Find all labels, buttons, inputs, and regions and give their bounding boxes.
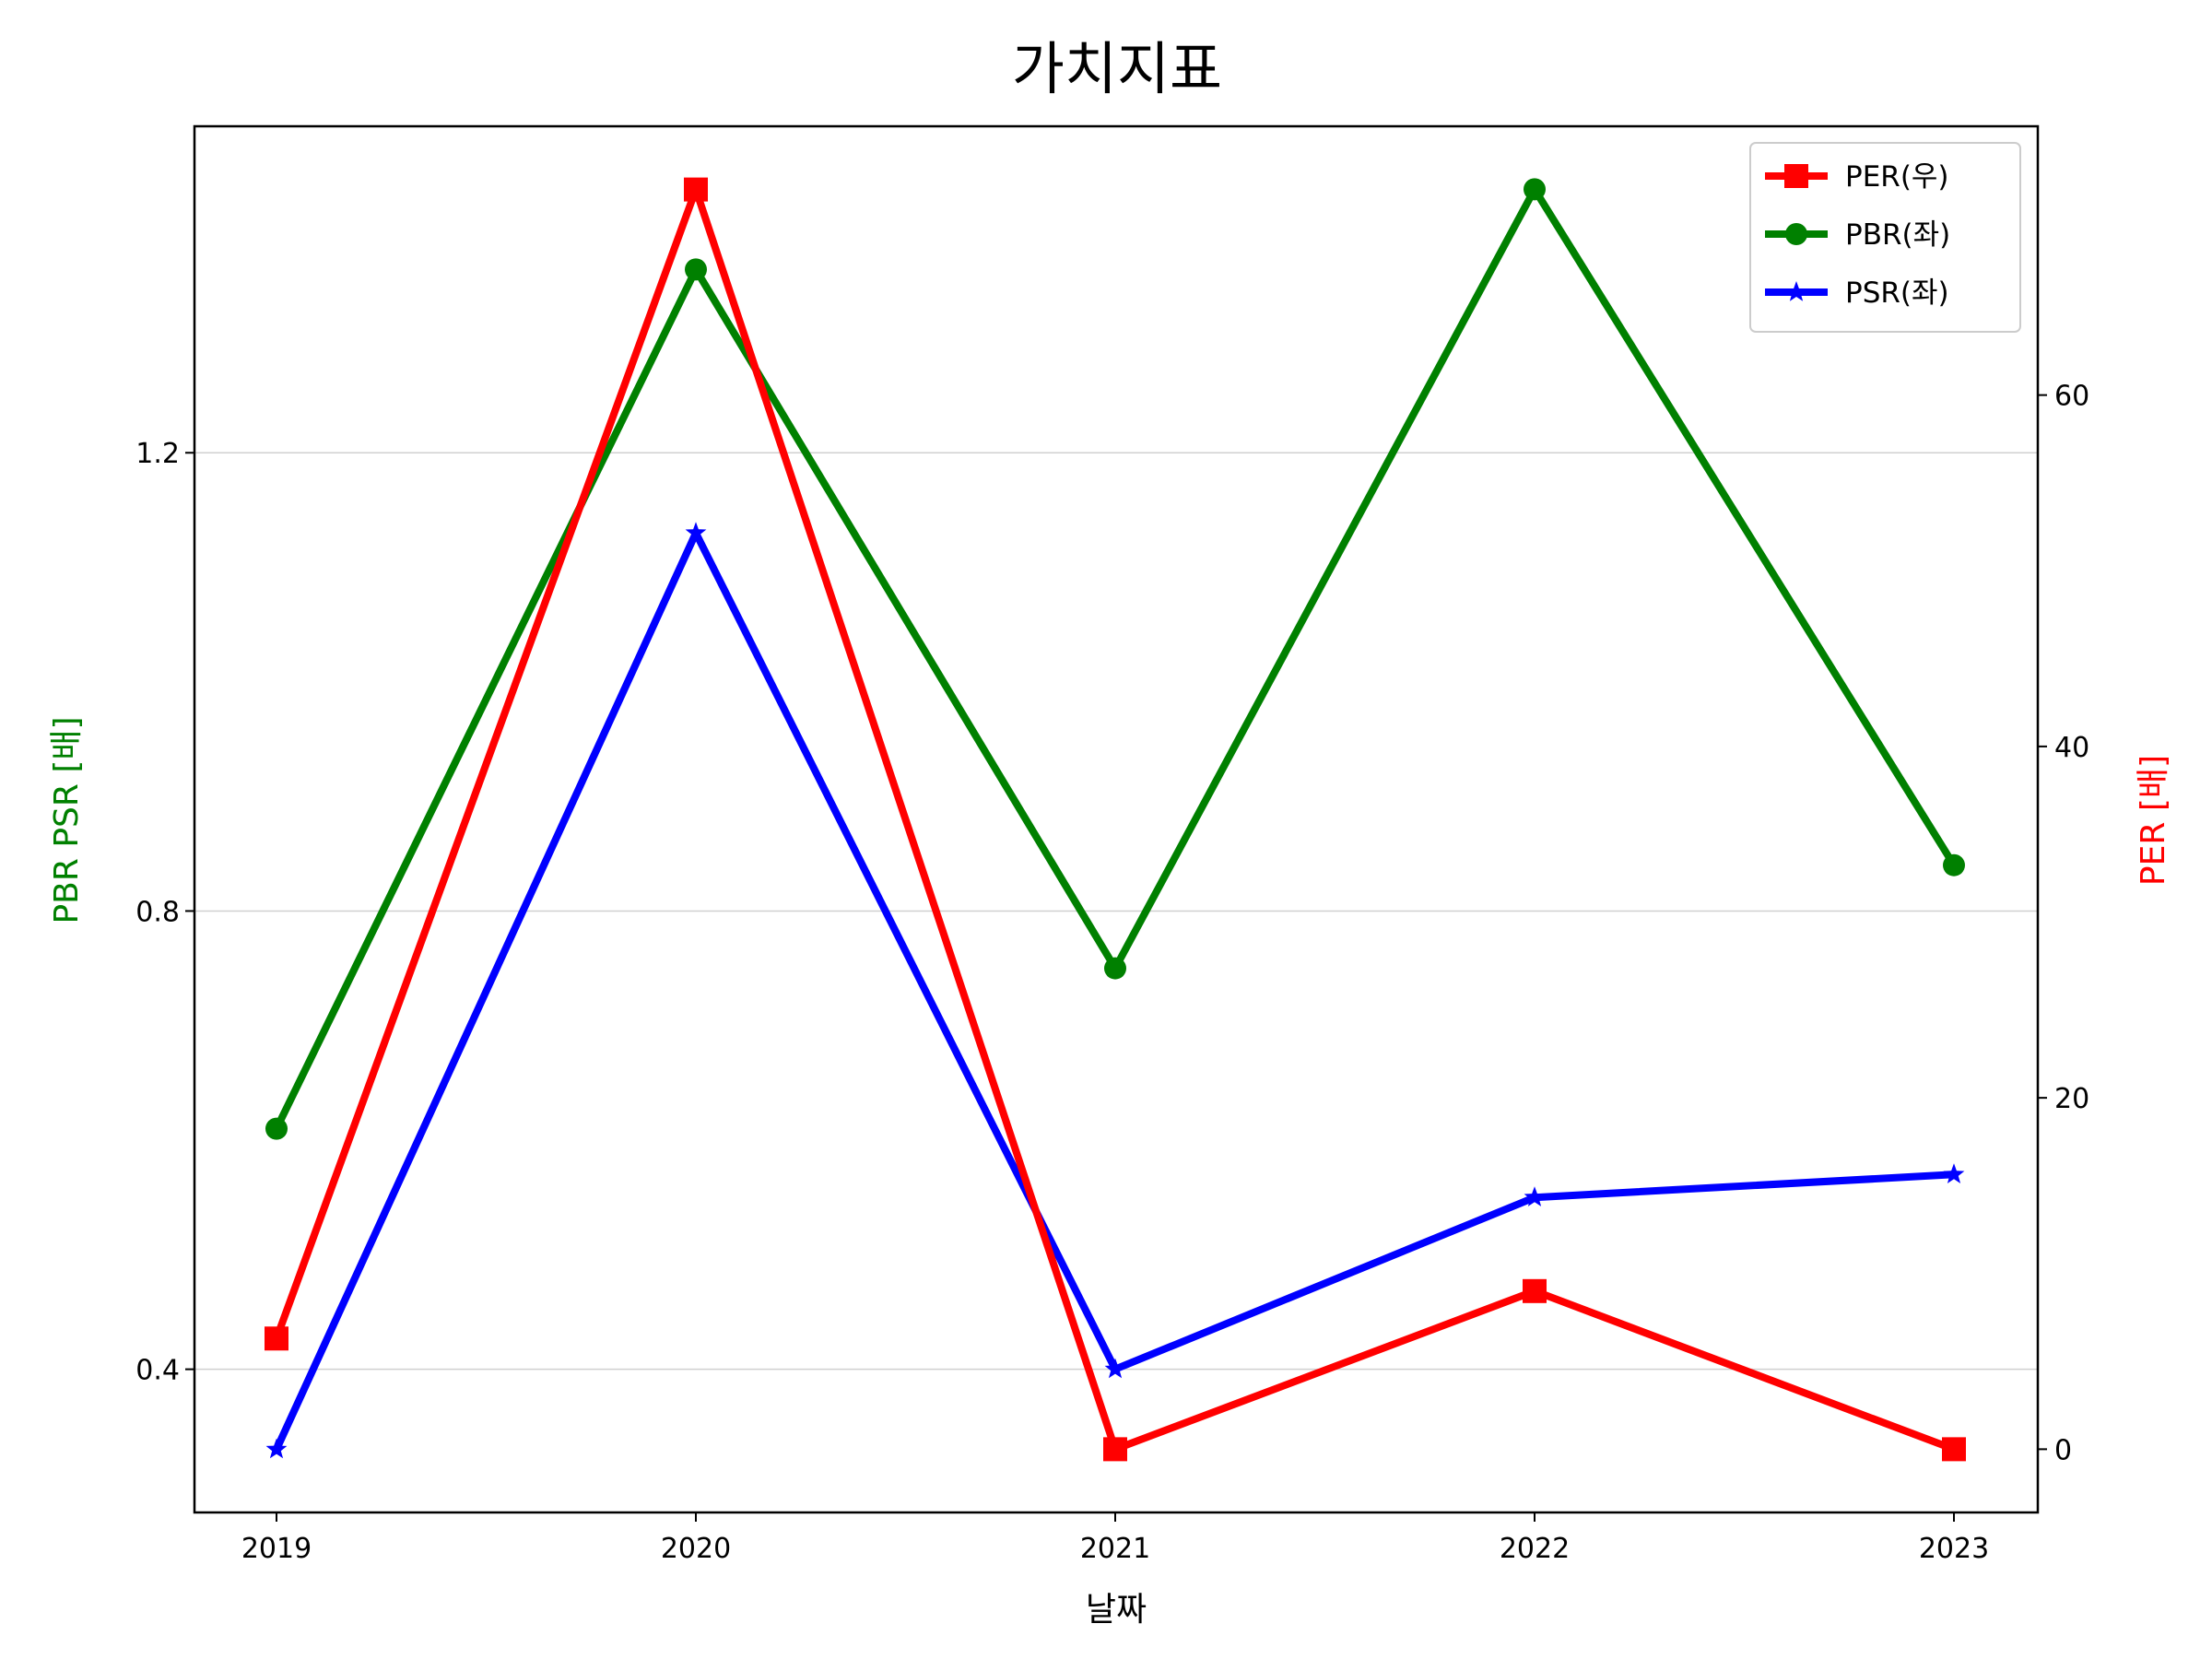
data-point xyxy=(265,1117,288,1140)
data-point xyxy=(1104,957,1126,980)
data-point xyxy=(1943,1163,1965,1183)
x-axis: 2019 2020 2021 2022 2023 xyxy=(241,1512,1989,1565)
data-point xyxy=(1524,1186,1546,1206)
plot-frame xyxy=(193,124,2040,1514)
series-PER(우) xyxy=(265,177,1966,1462)
y-axis-right: 0 20 40 60 xyxy=(2038,381,2089,1466)
legend: PER(우) PBR(좌) PSR(좌) xyxy=(1749,142,2021,333)
data-point xyxy=(265,1438,288,1459)
legend-entry: PBR(좌) xyxy=(1765,218,1950,252)
y-axis-left: 0.4 0.8 1.2 xyxy=(135,438,194,1387)
data-point xyxy=(685,522,707,542)
y-left-tick-label: 0.8 xyxy=(135,896,180,928)
y-left-tick-label: 1.2 xyxy=(135,438,180,470)
x-tick-label: 2021 xyxy=(1080,1533,1150,1565)
series-PSR(좌) xyxy=(265,522,1965,1459)
data-point xyxy=(685,258,707,281)
x-tick-label: 2023 xyxy=(1919,1533,1989,1565)
data-point xyxy=(1524,178,1546,201)
data-point xyxy=(684,177,708,202)
series-line xyxy=(273,185,1956,1453)
legend-label: PSR(좌) xyxy=(1845,276,1949,310)
data-point xyxy=(1943,853,1965,877)
y-left-tick-label: 0.4 xyxy=(135,1355,180,1387)
y-right-tick-label: 20 xyxy=(2054,1083,2089,1115)
legend-label: PBR(좌) xyxy=(1845,218,1950,252)
chart-title: 가치지표 xyxy=(1012,35,1222,102)
data-point xyxy=(1103,1437,1127,1462)
y-axis-left-label: PBR PSR [배] xyxy=(48,716,86,924)
grid-lines xyxy=(194,452,2038,1371)
x-axis-label: 날짜 xyxy=(1086,1591,1147,1629)
data-point xyxy=(1523,1278,1547,1303)
y-right-tick-label: 60 xyxy=(2054,381,2089,413)
y-right-tick-label: 0 xyxy=(2054,1434,2072,1466)
x-tick-label: 2020 xyxy=(661,1533,731,1565)
data-point xyxy=(1942,1437,1966,1462)
y-axis-right-label: PER [배] xyxy=(2135,755,2172,886)
data-point xyxy=(1104,1358,1126,1379)
x-tick-label: 2022 xyxy=(1500,1533,1570,1565)
y-right-tick-label: 40 xyxy=(2054,732,2089,764)
legend-entry: PSR(좌) xyxy=(1765,276,1949,310)
legend-box xyxy=(1749,142,2021,333)
legend-entry: PER(우) xyxy=(1765,160,1949,194)
series-line xyxy=(273,529,1955,1452)
legend-marker xyxy=(1784,164,1808,188)
x-tick-label: 2019 xyxy=(241,1533,312,1565)
legend-marker xyxy=(1785,223,1807,245)
series-PBR(좌) xyxy=(265,178,1965,1140)
legend-label: PER(우) xyxy=(1845,160,1949,194)
legend-marker xyxy=(1785,281,1807,301)
data-point xyxy=(265,1326,288,1351)
series-layer xyxy=(265,177,1966,1462)
